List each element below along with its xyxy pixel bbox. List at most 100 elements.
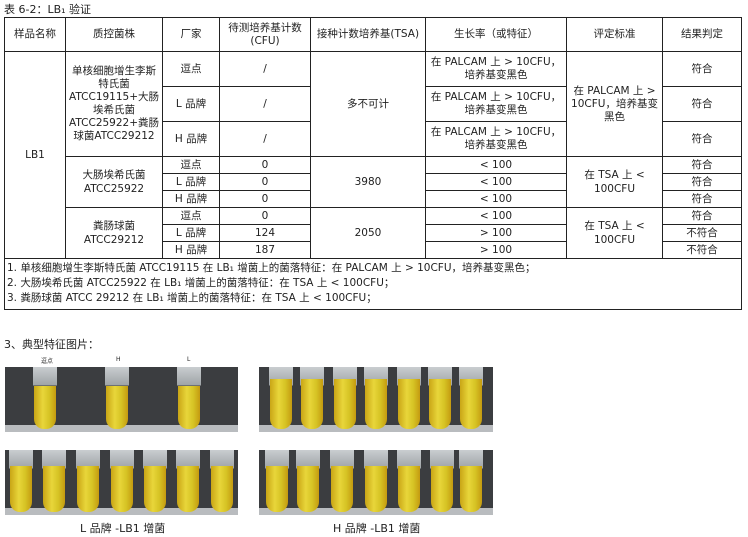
header-cell: 结果判定 <box>662 17 742 52</box>
strain: 单核细胞增生李斯特氏菌ATCC19115+大肠埃希氏菌ATCC25922+粪肠球… <box>65 51 163 157</box>
tsa-count: 2050 <box>310 207 426 259</box>
test-tube <box>76 450 100 512</box>
table-row: L 品牌 / 在 PALCAM 上 > 10CFU，培养基变黑色 符合 <box>5 86 742 122</box>
test-tube <box>265 450 289 512</box>
result: 符合 <box>662 121 742 157</box>
count: / <box>219 51 311 87</box>
tube-liquid <box>266 465 288 512</box>
result: 不符合 <box>662 224 742 242</box>
test-tube <box>333 367 357 429</box>
tube-liquid <box>398 379 420 429</box>
table-row: 大肠埃希氏菌 ATCC25922 逗点 0 3980 < 100 在 TSA 上… <box>5 156 742 208</box>
growth: < 100 <box>425 173 567 191</box>
count: 187 <box>219 241 311 259</box>
result: 符合 <box>662 156 742 174</box>
tube-liquid <box>429 379 451 429</box>
result: 符合 <box>662 190 742 208</box>
growth: > 100 <box>425 224 567 242</box>
test-tube <box>397 367 421 429</box>
test-tube <box>459 450 483 512</box>
test-tube <box>9 450 33 512</box>
header-cell: 评定标准 <box>566 17 663 52</box>
table-row: H 品牌 0 < 100 符合 <box>5 190 742 208</box>
maker: H 品牌 <box>162 190 220 208</box>
tube-liquid <box>178 385 200 429</box>
tube-liquid <box>334 379 356 429</box>
tube-liquid <box>43 465 65 512</box>
test-tube <box>176 450 200 512</box>
note-1: 1. 单核细胞增生李斯特氏菌 ATCC19115 在 LB₁ 增菌上的菌落特征：… <box>4 258 742 276</box>
tube-liquid <box>365 465 387 512</box>
tube-liquid <box>177 465 199 512</box>
tube-photo-h-brand <box>259 450 493 515</box>
sample-name: LB1 <box>4 51 66 259</box>
tube-liquid <box>144 465 166 512</box>
tube-liquid <box>111 465 133 512</box>
header-cell: 样品名称 <box>4 17 66 52</box>
growth: 在 PALCAM 上 > 10CFU，培养基变黑色 <box>425 51 567 87</box>
count: 0 <box>219 190 311 208</box>
note-2: 2. 大肠埃希氏菌 ATCC25922 在 LB₁ 增菌上的菌落特征：在 TSA… <box>4 276 742 291</box>
tube-liquid <box>106 385 128 429</box>
maker: 逗点 <box>162 156 220 174</box>
header-cell: 接种计数培养基(TSA) <box>310 17 426 52</box>
test-tube <box>364 450 388 512</box>
result: 符合 <box>662 207 742 225</box>
tsa-count: 3980 <box>310 156 426 208</box>
photo-label: 逗点 <box>41 358 54 365</box>
test-tube <box>42 450 66 512</box>
standard: 在 TSA 上 < 100CFU <box>566 156 663 208</box>
result: 符合 <box>662 173 742 191</box>
count: 0 <box>219 156 311 174</box>
test-tube <box>430 450 454 512</box>
count: 0 <box>219 207 311 225</box>
tube-liquid <box>10 465 32 512</box>
photo-label: H <box>116 356 121 363</box>
maker: 逗点 <box>162 207 220 225</box>
header-cell: 待测培养基计数(CFU) <box>219 17 311 52</box>
table-row: H 品牌 / 在 PALCAM 上 > 10CFU，培养基变黑色 符合 <box>5 121 742 157</box>
tsa-count: 多不可计 <box>310 51 426 157</box>
test-tube <box>296 450 320 512</box>
note-3: 3. 粪肠球菌 ATCC 29212 在 LB₁ 增菌上的菌落特征：在 TSA … <box>4 291 742 310</box>
result: 不符合 <box>662 241 742 259</box>
test-tube <box>300 367 324 429</box>
test-tube <box>105 367 129 429</box>
growth: < 100 <box>425 156 567 174</box>
test-tube <box>330 450 354 512</box>
table-row: L 品牌 0 < 100 符合 <box>5 173 742 191</box>
growth: < 100 <box>425 190 567 208</box>
tube-liquid <box>460 465 482 512</box>
table-row: LB1 单核细胞增生李斯特氏菌ATCC19115+大肠埃希氏菌ATCC25922… <box>4 51 742 259</box>
caption-h-brand: H 品牌 -LB1 增菌 <box>333 522 421 535</box>
table-title: 表 6-2：LB₁ 验证 <box>4 3 92 16</box>
test-tube <box>110 450 134 512</box>
verification-table: 样品名称 质控菌株 厂家 待测培养基计数(CFU) 接种计数培养基(TSA) 生… <box>4 17 742 310</box>
standard: 在 TSA 上 < 100CFU <box>566 207 663 259</box>
strain: 大肠埃希氏菌 ATCC25922 <box>65 156 163 208</box>
maker: H 品牌 <box>162 121 220 157</box>
count: 0 <box>219 173 311 191</box>
maker: L 品牌 <box>162 224 220 242</box>
tube-liquid <box>77 465 99 512</box>
table-row: H 品牌 187 > 100 不符合 <box>5 241 742 259</box>
growth: < 100 <box>425 207 567 225</box>
tube-liquid <box>301 379 323 429</box>
test-tube <box>459 367 483 429</box>
growth: 在 PALCAM 上 > 10CFU，培养基变黑色 <box>425 86 567 122</box>
test-tube <box>33 367 57 429</box>
count: 124 <box>219 224 311 242</box>
photo-label: L <box>187 356 191 363</box>
header-cell: 质控菌株 <box>65 17 163 52</box>
maker: L 品牌 <box>162 173 220 191</box>
header-row: 样品名称 质控菌株 厂家 待测培养基计数(CFU) 接种计数培养基(TSA) 生… <box>4 17 742 52</box>
test-tube <box>177 367 201 429</box>
count: / <box>219 121 311 157</box>
test-tube <box>143 450 167 512</box>
result: 符合 <box>662 86 742 122</box>
strain: 粪肠球菌 ATCC29212 <box>65 207 163 259</box>
caption-l-brand: L 品牌 -LB1 增菌 <box>80 522 166 535</box>
test-tube <box>210 450 234 512</box>
tube-liquid <box>211 465 233 512</box>
